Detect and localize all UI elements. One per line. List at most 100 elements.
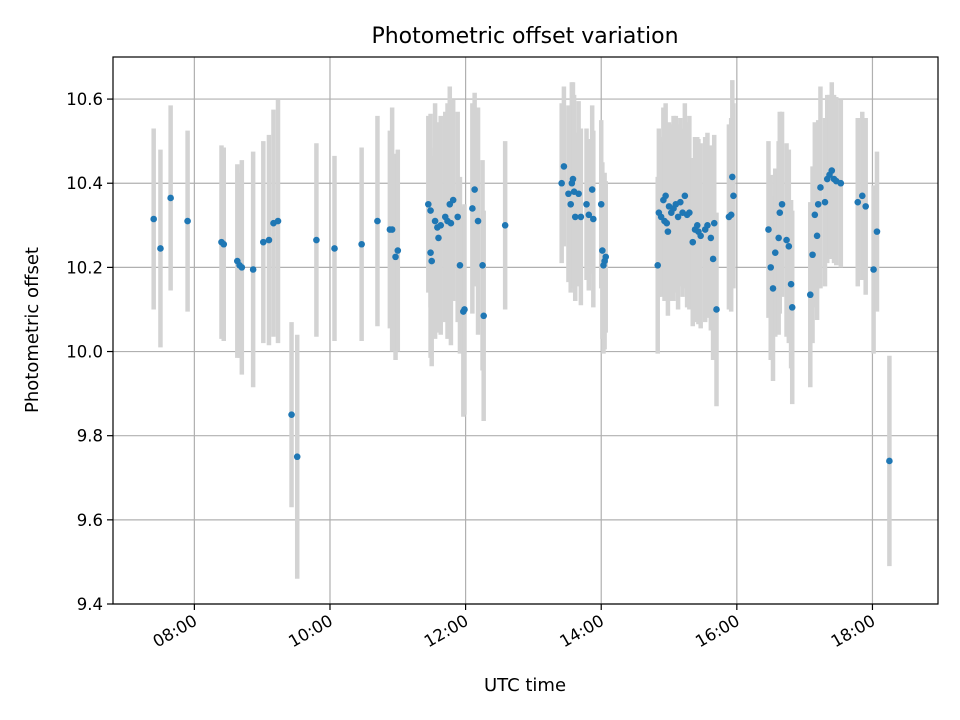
data-point	[474, 217, 482, 225]
data-point	[828, 167, 836, 174]
data-point	[447, 219, 455, 227]
data-point	[435, 234, 442, 242]
data-point	[730, 192, 737, 200]
data-point	[392, 253, 399, 261]
data-point	[854, 198, 862, 206]
x-tick-label: 18:00	[828, 611, 879, 651]
data-point	[811, 211, 819, 219]
data-point	[686, 209, 693, 216]
x-tick-label: 16:00	[692, 611, 743, 651]
data-point	[157, 245, 164, 252]
data-point	[565, 190, 572, 198]
data-point	[873, 228, 881, 235]
data-point	[783, 236, 790, 244]
data-point	[293, 453, 301, 461]
data-point	[588, 186, 596, 193]
data-point	[862, 203, 869, 210]
data-point	[709, 255, 717, 263]
data-point	[674, 213, 682, 221]
data-point	[150, 215, 157, 223]
data-point	[788, 304, 796, 311]
data-point	[585, 211, 593, 219]
data-point	[220, 240, 228, 248]
data-point	[558, 179, 565, 187]
data-point	[785, 243, 793, 250]
chart-title: Photometric offset variation	[371, 24, 678, 49]
data-point	[597, 200, 605, 208]
data-point	[775, 234, 782, 242]
data-point	[814, 200, 822, 208]
y-tick-label: 10.6	[66, 90, 103, 109]
data-point	[456, 261, 464, 269]
y-tick-label: 9.4	[77, 595, 103, 614]
data-point	[374, 217, 381, 225]
data-point	[577, 213, 585, 221]
y-tick-label: 10.4	[66, 174, 103, 193]
data-point	[697, 232, 704, 240]
data-point	[469, 205, 476, 212]
data-point	[710, 219, 718, 227]
data-point	[778, 200, 786, 208]
error-bars	[151, 80, 892, 579]
data-point	[693, 222, 701, 229]
x-tick-label: 14:00	[557, 611, 608, 651]
data-point	[427, 249, 434, 256]
x-tick-label: 08:00	[150, 611, 201, 651]
x-axis-ticks: 08:00 10:00 12:00 14:00 16:00 18:00	[150, 604, 879, 651]
x-tick-label: 12:00	[421, 611, 472, 651]
y-tick-label: 9.6	[77, 511, 103, 530]
data-point	[654, 261, 662, 269]
data-point	[689, 238, 697, 246]
y-tick-label: 10.0	[66, 343, 103, 362]
data-point	[425, 200, 432, 208]
data-point	[677, 198, 684, 206]
data-point	[813, 232, 821, 240]
data-point	[571, 213, 579, 221]
y-tick-label: 9.8	[77, 427, 103, 446]
data-point	[886, 457, 893, 465]
data-point	[265, 236, 273, 244]
data-point	[599, 247, 606, 254]
data-point	[471, 186, 478, 193]
data-point	[767, 264, 775, 271]
y-axis-label: Photometric offset	[22, 247, 43, 413]
data-point	[713, 306, 720, 313]
data-point	[560, 163, 568, 170]
data-point	[428, 257, 435, 265]
data-point	[480, 312, 487, 320]
y-tick-label: 10.2	[66, 258, 103, 277]
data-point	[583, 200, 590, 208]
data-point	[454, 213, 461, 221]
data-point	[858, 192, 866, 200]
data-point	[809, 251, 816, 259]
data-point	[288, 411, 295, 418]
data-point	[602, 253, 610, 261]
data-point	[590, 215, 597, 223]
data-point	[388, 226, 396, 233]
data-point	[707, 234, 715, 242]
data-point	[184, 217, 191, 225]
data-point	[821, 198, 829, 206]
data-point	[681, 192, 689, 200]
data-point	[662, 192, 669, 200]
x-axis-label: UTC time	[484, 675, 566, 696]
data-point	[727, 211, 735, 219]
data-point	[567, 200, 575, 208]
data-point	[427, 207, 434, 214]
data-point	[663, 219, 671, 227]
x-tick-label: 10:00	[285, 611, 336, 651]
plot-frame	[112, 56, 939, 605]
data-point	[358, 240, 365, 248]
data-point	[769, 285, 777, 292]
data-point	[479, 261, 486, 269]
data-points	[150, 163, 893, 465]
data-point	[817, 184, 824, 191]
data-point	[765, 226, 772, 233]
data-point	[787, 280, 795, 288]
data-point	[704, 222, 711, 229]
data-point	[394, 247, 402, 254]
data-point	[313, 236, 320, 244]
data-point	[249, 266, 257, 273]
data-point	[449, 196, 457, 204]
